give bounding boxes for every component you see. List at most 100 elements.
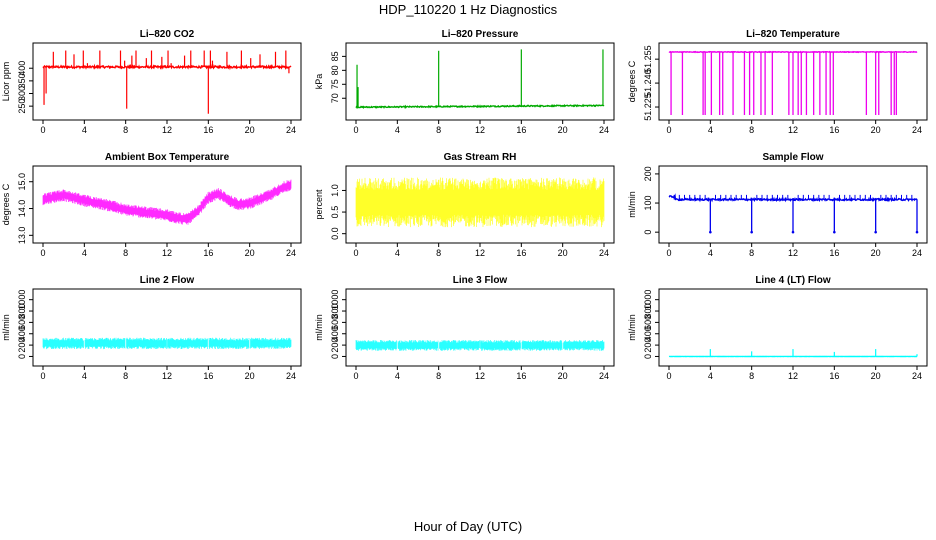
x-tick-label: 0 [40, 125, 45, 135]
x-tick-label: 8 [436, 371, 441, 381]
x-tick-label: 20 [558, 248, 568, 258]
y-tick-label: 800 [17, 304, 27, 319]
y-axis-label: degrees C [1, 183, 11, 225]
plot-frame [345, 42, 615, 121]
data-point [874, 230, 877, 234]
series-0 [42, 50, 292, 114]
panel-2: Li–820 Temperature degrees C 0 4 8 12 16 20 24 51… [627, 29, 928, 135]
y-tick-label: 200 [643, 338, 653, 353]
x-tick-label: 12 [475, 371, 485, 381]
y-tick-label: 300 [17, 86, 27, 101]
series-8 [668, 349, 918, 358]
y-tick-label: 400 [330, 326, 340, 341]
x-tick-label: 16 [516, 125, 526, 135]
x-tick-label: 4 [395, 371, 400, 381]
y-tick-label: 600 [330, 315, 340, 330]
x-tick-label: 0 [353, 371, 358, 381]
x-tick-label: 16 [516, 248, 526, 258]
x-tick-label: 12 [162, 371, 172, 381]
panel-title: Line 2 Flow [140, 275, 195, 286]
x-tick-label: 16 [516, 371, 526, 381]
y-tick-label: 200 [330, 338, 340, 353]
y-tick-label: 70 [330, 93, 340, 103]
y-axis-label: Licor ppm [1, 62, 11, 102]
y-axis-label: kPa [314, 74, 324, 90]
y-tick-label: 250 [17, 99, 27, 114]
y-tick-label: 0.5 [330, 206, 340, 219]
x-tick-label: 24 [599, 371, 609, 381]
panel-title: Li–820 Temperature [746, 29, 840, 40]
x-tick-label: 8 [749, 125, 754, 135]
data-line [42, 63, 292, 71]
y-tick-label: 350 [17, 73, 27, 88]
y-tick-label: 0 [643, 354, 653, 359]
series-6 [42, 337, 292, 350]
x-tick-label: 24 [286, 248, 296, 258]
data-point [791, 230, 795, 234]
panel-1: Li–820 Pressure kPa 0 4 8 12 16 20 24 70 75 80 85 [314, 29, 615, 135]
x-tick-label: 0 [353, 125, 358, 135]
x-tick-label: 16 [203, 248, 213, 258]
y-tick-label: 0 [330, 354, 340, 359]
x-tick-label: 24 [599, 248, 609, 258]
x-tick-label: 12 [788, 125, 798, 135]
x-tick-label: 4 [82, 248, 87, 258]
y-axis-label: ml/min [1, 314, 11, 341]
y-tick-label: 1.0 [330, 184, 340, 197]
data-point [709, 230, 712, 234]
x-tick-label: 24 [912, 125, 922, 135]
panel-3: Ambient Box Temperature degrees C 0 4 8 12 16 2… [1, 152, 302, 258]
y-tick-label: 51.240 [643, 69, 653, 97]
y-tick-label: 51.225 [643, 93, 653, 121]
x-tick-label: 4 [708, 371, 713, 381]
y-tick-label: 200 [643, 166, 653, 181]
y-axis-label: ml/min [314, 314, 324, 341]
series-5 [668, 193, 919, 234]
y-tick-label: 51.255 [643, 45, 653, 73]
y-tick-label: 0 [17, 354, 27, 359]
panel-title: Li–820 Pressure [442, 29, 519, 40]
panel-title: Ambient Box Temperature [105, 152, 230, 163]
y-axis-label: degrees C [627, 60, 637, 102]
y-tick-label: 800 [643, 304, 653, 319]
y-tick-label: 200 [17, 338, 27, 353]
data-line [355, 103, 605, 110]
x-tick-label: 16 [829, 371, 839, 381]
x-tick-label: 0 [666, 248, 671, 258]
y-tick-label: 0.0 [330, 227, 340, 240]
series-7 [355, 339, 605, 351]
y-tick-label: 0 [643, 230, 653, 235]
series-4 [355, 177, 605, 228]
x-tick-label: 16 [829, 125, 839, 135]
x-tick-label: 8 [436, 248, 441, 258]
y-tick-label: 400 [17, 326, 27, 341]
x-tick-label: 0 [666, 371, 671, 381]
panel-4: Gas Stream RH percent 0 4 8 12 16 20 24 0.0 0.5 1.0 [314, 152, 615, 258]
x-tick-label: 20 [871, 248, 881, 258]
figure-x-axis-label: Hour of Day (UTC) [414, 519, 522, 534]
x-tick-label: 4 [708, 248, 713, 258]
x-tick-label: 24 [286, 125, 296, 135]
y-tick-label: 1000 [330, 290, 340, 310]
panel-0: Li–820 CO2 Licor ppm 0 4 8 12 16 20 24 2503003504… [1, 29, 302, 135]
y-tick-label: 15.0 [17, 173, 27, 191]
y-tick-label: 600 [643, 315, 653, 330]
plot-frame [32, 42, 302, 121]
x-tick-label: 8 [749, 248, 754, 258]
x-tick-label: 12 [788, 248, 798, 258]
y-tick-label: 75 [330, 79, 340, 89]
panel-5: Sample Flow ml/min 0 4 8 12 16 20 24 0 100 200 [627, 152, 928, 258]
x-tick-label: 12 [475, 125, 485, 135]
data-point [915, 230, 919, 234]
y-tick-label: 80 [330, 65, 340, 75]
y-tick-label: 85 [330, 51, 340, 61]
y-tick-label: 1000 [17, 290, 27, 310]
x-tick-label: 0 [40, 371, 45, 381]
x-tick-label: 12 [475, 248, 485, 258]
y-tick-label: 400 [17, 61, 27, 76]
x-tick-label: 20 [558, 371, 568, 381]
